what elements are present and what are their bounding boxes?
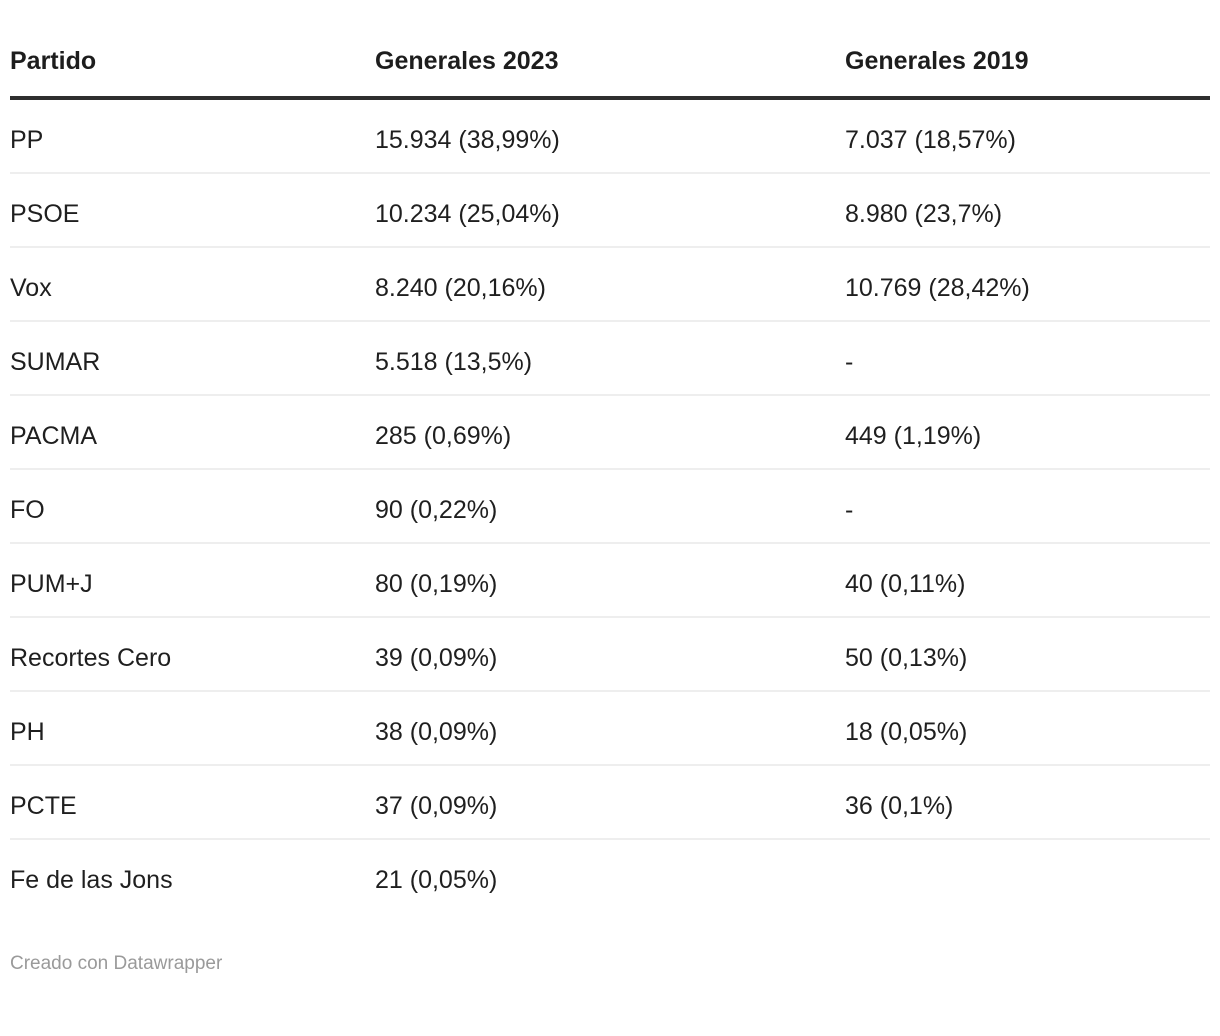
result-2019-cell: 40 (0,11%) [845,543,1210,618]
table-row: PACMA 285 (0,69%) 449 (1,19%) [10,395,1210,470]
result-2019-cell: - [845,469,1210,544]
result-2023-cell: 15.934 (38,99%) [375,98,845,174]
table-row: Vox 8.240 (20,16%) 10.769 (28,42%) [10,247,1210,322]
table-row: PSOE 10.234 (25,04%) 8.980 (23,7%) [10,173,1210,248]
datawrapper-credit[interactable]: Creado con Datawrapper [10,953,223,974]
table-row: PCTE 37 (0,09%) 36 (0,1%) [10,765,1210,840]
election-results-table: Partido Generales 2023 Generales 2019 PP… [10,46,1210,912]
party-cell: Recortes Cero [10,617,375,692]
result-2019-cell: 449 (1,19%) [845,395,1210,470]
result-2023-cell: 37 (0,09%) [375,765,845,840]
party-cell: Vox [10,247,375,322]
table-row: PUM+J 80 (0,19%) 40 (0,11%) [10,543,1210,618]
result-2019-cell: 7.037 (18,57%) [845,98,1210,174]
result-2023-cell: 8.240 (20,16%) [375,247,845,322]
result-2023-cell: 90 (0,22%) [375,469,845,544]
table-header: Partido Generales 2023 Generales 2019 [10,46,1210,100]
column-header-generales-2023: Generales 2023 [375,46,845,100]
party-cell: SUMAR [10,321,375,396]
result-2023-cell: 21 (0,05%) [375,865,498,894]
table-row: PP 15.934 (38,99%) 7.037 (18,57%) [10,98,1210,174]
result-2023-cell: 285 (0,69%) [375,395,845,470]
result-2023-cell: 38 (0,09%) [375,691,845,766]
party-cell: Fe de las Jons [10,865,173,894]
party-cell: PP [10,98,375,174]
result-2019-cell [845,839,1210,912]
result-2023-cell: 5.518 (13,5%) [375,321,845,396]
column-header-partido: Partido [10,46,375,100]
table-body: PP 15.934 (38,99%) 7.037 (18,57%) PSOE 10.23… [10,98,1210,912]
results-table-container: Partido Generales 2023 Generales 2019 PP… [10,46,1210,912]
result-2019-cell: 18 (0,05%) [845,691,1210,766]
result-2019-cell: 10.769 (28,42%) [845,247,1210,322]
result-2019-cell: - [845,321,1210,396]
result-2019-cell: 50 (0,13%) [845,617,1210,692]
table-row: Recortes Cero 39 (0,09%) 50 (0,13%) [10,617,1210,692]
column-header-generales-2019: Generales 2019 [845,46,1210,100]
party-cell: PCTE [10,765,375,840]
party-cell: PSOE [10,173,375,248]
result-2023-cell: 10.234 (25,04%) [375,173,845,248]
result-2019-cell: 36 (0,1%) [845,765,1210,840]
table-row: SUMAR 5.518 (13,5%) - [10,321,1210,396]
result-2019-cell: 8.980 (23,7%) [845,173,1210,248]
party-cell: FO [10,469,375,544]
table-row: FO 90 (0,22%) - [10,469,1210,544]
party-cell: PH [10,691,375,766]
table-row: Fe de las Jons 21 (0,05%) [10,839,1210,912]
result-2023-cell: 39 (0,09%) [375,617,845,692]
party-cell: PACMA [10,395,375,470]
party-cell: PUM+J [10,543,375,618]
table-header-row: Partido Generales 2023 Generales 2019 [10,46,1210,100]
table-row: PH 38 (0,09%) 18 (0,05%) [10,691,1210,766]
result-2023-cell: 80 (0,19%) [375,543,845,618]
